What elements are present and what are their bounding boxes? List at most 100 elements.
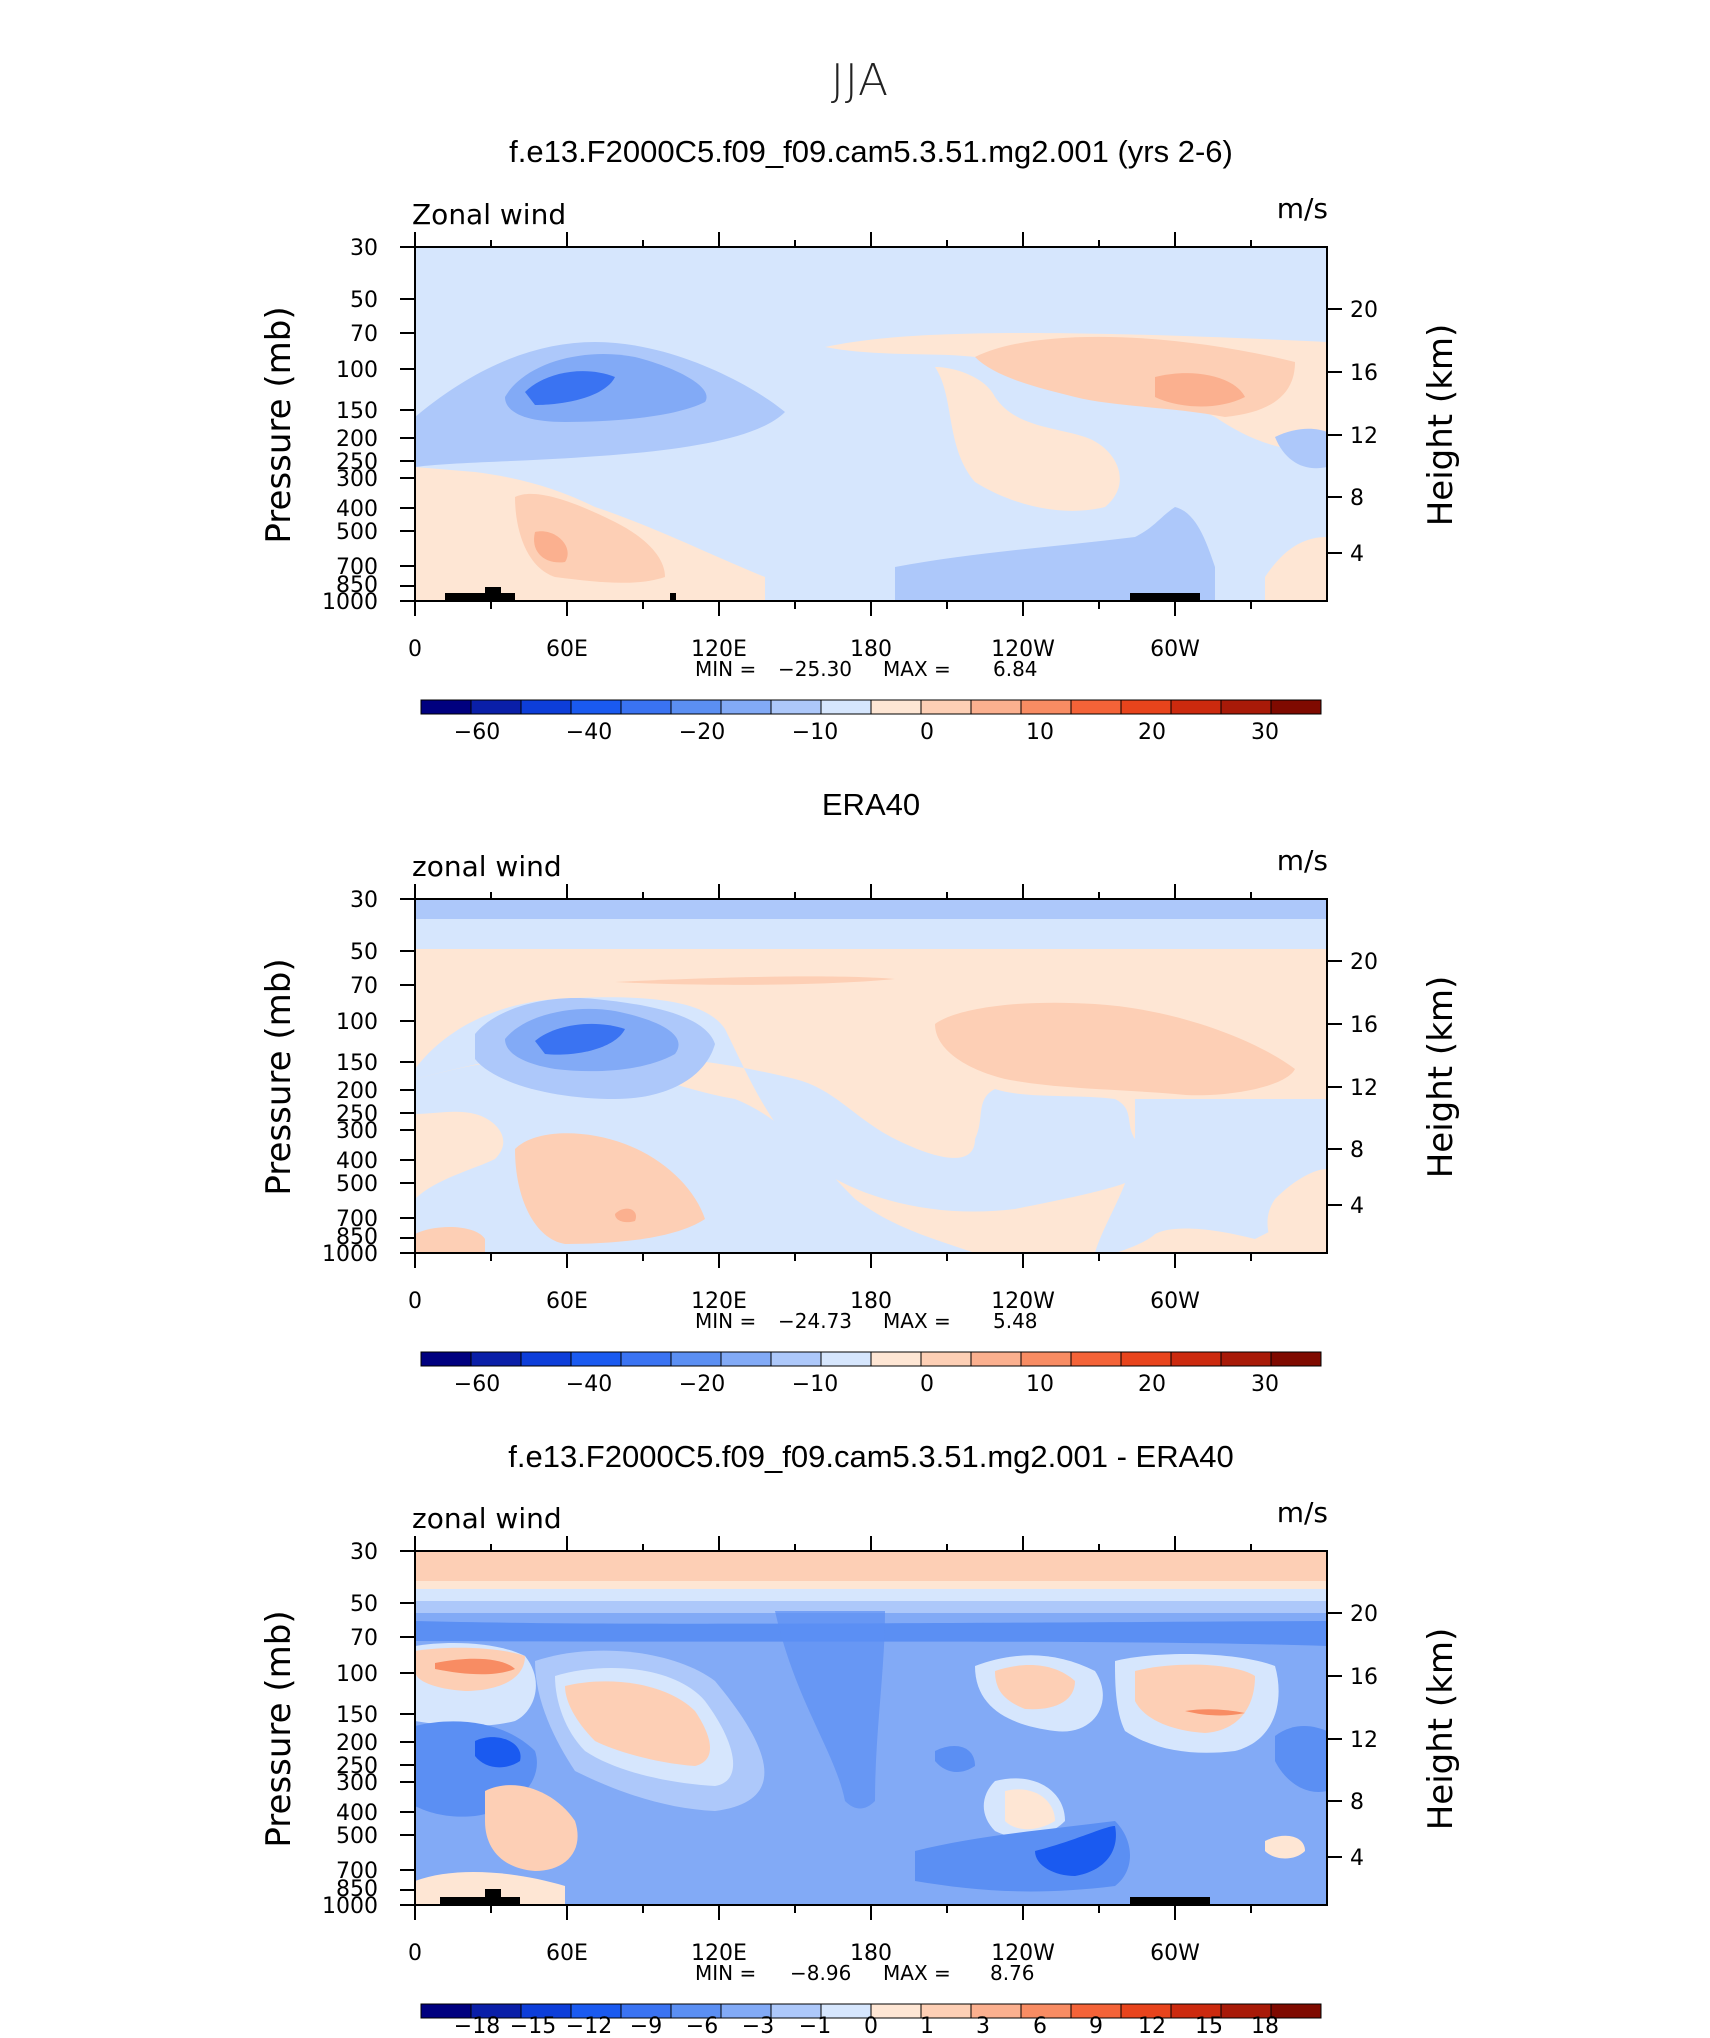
panel-3-y2-tick: 8 [1350, 1790, 1364, 1815]
panel-2-colorbar-label: 0 [920, 1372, 934, 1397]
colorbar-swatch [820, 699, 872, 715]
panel-1-x-tick: 60W [1150, 637, 1200, 662]
panel-2-x-tick: 120E [691, 1289, 747, 1314]
colorbar-swatch [1220, 1351, 1272, 1367]
colorbar-swatch [420, 699, 472, 715]
panel-1-y-tick: 300 [336, 467, 378, 492]
panel-3-min-value: −8.96 [790, 1961, 851, 1985]
panel-3-y-tick: 500 [336, 1824, 378, 1849]
panel-3-colorbar-label: 12 [1138, 2014, 1166, 2038]
panel-1-max-value: 6.84 [993, 657, 1038, 681]
panel-1-y-tick: 200 [336, 427, 378, 452]
panel-3-colorbar-label: 15 [1195, 2014, 1223, 2038]
panel-2-y2-tick: 12 [1350, 1076, 1378, 1101]
colorbar-swatch [970, 1351, 1022, 1367]
panel-2-y2-tick: 20 [1350, 950, 1378, 975]
panel-3-y2-tick: 20 [1350, 1602, 1378, 1627]
panel-2-y2label: Height (km) [1421, 976, 1461, 1179]
panel-1-y-tick: 70 [350, 322, 378, 347]
panel-2-variable-label: zonal wind [412, 850, 562, 883]
colorbar-swatch [720, 699, 772, 715]
panel-3-colorbar-label: −18 [454, 2014, 500, 2038]
panel-2-units: m/s [1277, 844, 1328, 877]
panel-2-y-tick: 150 [336, 1051, 378, 1076]
panel-1-y-tick: 700 [336, 555, 378, 580]
panel-1-y2-tick: 16 [1350, 361, 1378, 386]
panel-2-colorbar-label: −20 [679, 1372, 725, 1397]
panel-3-y-tick: 200 [336, 1731, 378, 1756]
panel-2-y-tick: 400 [336, 1149, 378, 1174]
panel-2-y-tick: 100 [336, 1010, 378, 1035]
panel-1-y-tick: 100 [336, 358, 378, 383]
panel-1-y-tick: 250 [336, 450, 378, 475]
panel-3-y2-tick: 16 [1350, 1665, 1378, 1690]
panel-1-colorbar-label: −40 [566, 720, 612, 745]
panel-1-y-tick: 30 [350, 236, 378, 261]
panel-3-colorbar [420, 2003, 1322, 2019]
panel-1-plot-area: 30 50 70 100 150 200 250 300 400 500 700… [259, 232, 1461, 681]
panel-3-x-tick: 60W [1150, 1941, 1200, 1966]
panel-1-colorbar [420, 699, 1322, 715]
colorbar-swatch [1120, 699, 1172, 715]
panel-2-x-tick: 0 [408, 1289, 422, 1314]
colorbar-swatch [420, 1351, 472, 1367]
panel-2-y-tick: 300 [336, 1119, 378, 1144]
colorbar-swatch [870, 1351, 922, 1367]
panel-3-y-tick: 70 [350, 1626, 378, 1651]
panel-3-y2-tick: 4 [1350, 1846, 1364, 1871]
panel-3-colorbar-label: 0 [864, 2014, 878, 2038]
panel-3-y2-tick: 12 [1350, 1728, 1378, 1753]
panel-2-min-value: −24.73 [778, 1309, 852, 1333]
panel-2-y-tick: 70 [350, 974, 378, 999]
panel-2-y2-tick: 16 [1350, 1013, 1378, 1038]
panel-3-x-tick: 60E [546, 1941, 588, 1966]
panel-3-colorbar-label: 9 [1089, 2014, 1103, 2038]
panel-1-y2-tick: 20 [1350, 298, 1378, 323]
panel-3-x-tick: 180 [850, 1941, 892, 1966]
panel-1-colorbar-label: 10 [1026, 720, 1054, 745]
panel-1-min-value: −25.30 [778, 657, 852, 681]
panel-3-x-tick: 120E [691, 1941, 747, 1966]
panel-1-variable-label: Zonal wind [412, 198, 566, 231]
colorbar-swatch [870, 699, 922, 715]
colorbar-swatch [1270, 1351, 1322, 1367]
colorbar-swatch [570, 699, 622, 715]
panel-2-y-tick: 250 [336, 1102, 378, 1127]
colorbar-swatch [1170, 699, 1222, 715]
panel-3-colorbar-label: −1 [799, 2014, 831, 2038]
panel-1-x-tick: 60E [546, 637, 588, 662]
panel-1-x-tick: 120W [991, 637, 1055, 662]
panel-3-max-label: MAX = [883, 1961, 951, 1985]
panel-2: ERA40 zonal wind m/s [259, 787, 1461, 1397]
panel-1-y-tick: 1000 [322, 590, 378, 615]
panel-3-y-tick: 150 [336, 1703, 378, 1728]
panel-2-x-tick: 60W [1150, 1289, 1200, 1314]
panel-1: f.e13.F2000C5.f09_f09.cam5.3.51.mg2.001 … [259, 134, 1461, 745]
panel-1-y2label: Height (km) [1421, 324, 1461, 527]
panel-1-max-label: MAX = [883, 657, 951, 681]
panel-2-y2-tick: 4 [1350, 1194, 1364, 1219]
colorbar-swatch [670, 1351, 722, 1367]
panel-3-colorbar-label: 6 [1033, 2014, 1047, 2038]
panel-1-ylabel: Pressure (mb) [259, 306, 299, 543]
colorbar-swatch [770, 699, 822, 715]
panel-1-y-tick: 400 [336, 497, 378, 522]
panel-3-y-tick: 700 [336, 1859, 378, 1884]
colorbar-swatch [470, 1351, 522, 1367]
panel-3-y-tick: 1000 [322, 1894, 378, 1919]
colorbar-swatch [820, 1351, 872, 1367]
panel-2-y-tick: 50 [350, 940, 378, 965]
panel-2-x-tick: 180 [850, 1289, 892, 1314]
panel-3-y-tick: 300 [336, 1771, 378, 1796]
panel-3-x-tick: 0 [408, 1941, 422, 1966]
colorbar-swatch [570, 1351, 622, 1367]
panel-1-min-label: MIN = [695, 657, 756, 681]
panel-3-colorbar-label: −15 [510, 2014, 556, 2038]
panel-3-title: f.e13.F2000C5.f09_f09.cam5.3.51.mg2.001 … [508, 1439, 1234, 1474]
panel-2-y-tick: 1000 [322, 1242, 378, 1267]
panel-2-x-tick: 60E [546, 1289, 588, 1314]
panel-1-colorbar-label: 30 [1251, 720, 1279, 745]
colorbar-swatch [1070, 1351, 1122, 1367]
colorbar-swatch [920, 1351, 972, 1367]
